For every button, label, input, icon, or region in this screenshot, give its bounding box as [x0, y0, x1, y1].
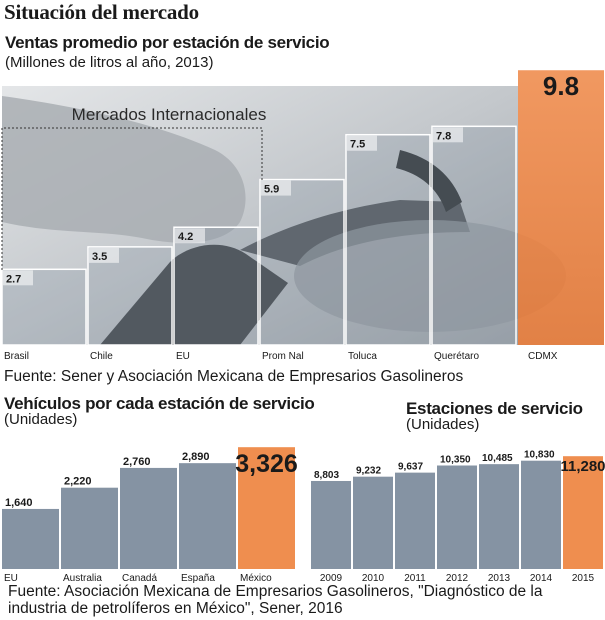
chart3-bar-2012	[437, 465, 477, 569]
chart3-value-label: 11,280	[560, 458, 605, 475]
footer-source: Fuente: Asociación Mexicana de Empresari…	[8, 583, 543, 617]
chart2-bar-eu	[2, 508, 59, 569]
chart1-value-bg	[261, 180, 291, 196]
chart1-bar-toluca	[345, 133, 431, 346]
chart1-value-bg	[175, 228, 205, 244]
page-title: Situación del mercado	[4, 0, 199, 24]
chart3-category-label: 2014	[530, 573, 553, 584]
chart3-value-label: 9,637	[398, 462, 423, 473]
international-markets-label: Mercados Internacionales	[71, 105, 267, 124]
chart1-value-label: 3.5	[92, 251, 107, 263]
chart1-category-label: Brasil	[4, 351, 29, 362]
chart2-value-label: 2,220	[64, 476, 92, 488]
chart3-value-label: 10,485	[482, 453, 513, 464]
chart1-title: Ventas promedio por estación de servicio	[5, 33, 330, 52]
chart1-bar-querétaro	[431, 125, 517, 346]
chart3-bar-2010	[353, 476, 393, 569]
chart1-category-label: Querétaro	[434, 351, 479, 362]
chart3-category-label: 2013	[488, 573, 511, 584]
chart3-category-label: 2015	[572, 573, 595, 584]
chart2-bar-australia	[61, 487, 118, 569]
chart1-value-label: 2.7	[6, 273, 21, 285]
chart1-category-label: CDMX	[528, 351, 558, 362]
chart1-value-label: 7.5	[350, 139, 365, 151]
chart3-category-label: 2009	[320, 573, 343, 584]
chart1-bar-eu	[173, 226, 259, 346]
chart1-bar-cdmx	[518, 70, 604, 345]
chart2-bar-méxico	[238, 447, 295, 569]
chart3-category-label: 2010	[362, 573, 385, 584]
chart1-value-bg	[89, 247, 119, 263]
chart2-value-label: 1,640	[5, 497, 33, 509]
chart2-bar-canadá	[120, 467, 177, 569]
chart2-category-label: EU	[4, 573, 18, 584]
chart2-title: Vehículos por cada estación de servicio	[4, 394, 315, 413]
chart1-value-label: 5.9	[264, 184, 279, 196]
chart2-category-label: México	[240, 573, 272, 584]
chart2-category-label: Australia	[63, 573, 102, 584]
chart2-category-label: Canadá	[122, 573, 157, 584]
chart2-value-label: 2,890	[182, 451, 210, 463]
chart2-value-label: 2,760	[123, 456, 151, 468]
chart3-title: Estaciones de servicio	[406, 399, 583, 418]
chart1-bar-prom-nal	[259, 178, 345, 346]
chart1-value-label: 7.8	[436, 130, 451, 142]
chart1-category-label: Chile	[90, 351, 113, 362]
chart1-source: Fuente: Sener y Asociación Mexicana de E…	[4, 368, 464, 385]
chart1-value-label: 4.2	[178, 231, 193, 243]
chart2-subtitle: (Unidades)	[4, 411, 78, 428]
chart3-bar-2011	[395, 472, 435, 569]
chart2-category-label: España	[181, 573, 215, 584]
chart3-value-label: 9,232	[356, 466, 381, 477]
chart1-value-bg	[433, 127, 463, 143]
chart2-value-label: 3,326	[235, 450, 298, 478]
chart2-bar-españa	[179, 463, 236, 569]
chart1-category-label: EU	[176, 351, 190, 362]
chart3-category-label: 2012	[446, 573, 469, 584]
chart1-category-label: Toluca	[348, 351, 377, 362]
chart3-value-label: 10,830	[524, 450, 555, 461]
chart3-value-label: 10,350	[440, 455, 471, 466]
chart3-bar-2015	[563, 456, 603, 569]
chart1-value-label: 9.8	[543, 71, 579, 101]
chart1-value-bg	[3, 270, 33, 286]
chart3-category-label: 2011	[404, 573, 426, 584]
chart3-bar-2009	[311, 480, 351, 569]
chart3-bar-2014	[521, 460, 561, 569]
chart1-category-label: Prom Nal	[262, 351, 304, 362]
chart1-subtitle: (Millones de litros al año, 2013)	[5, 54, 214, 71]
chart3-value-label: 8,803	[314, 470, 339, 481]
chart1-bar-chile	[87, 246, 173, 346]
chart1-value-bg	[347, 135, 377, 151]
chart3-subtitle: (Unidades)	[406, 416, 480, 433]
chart3-bar-2013	[479, 464, 519, 569]
